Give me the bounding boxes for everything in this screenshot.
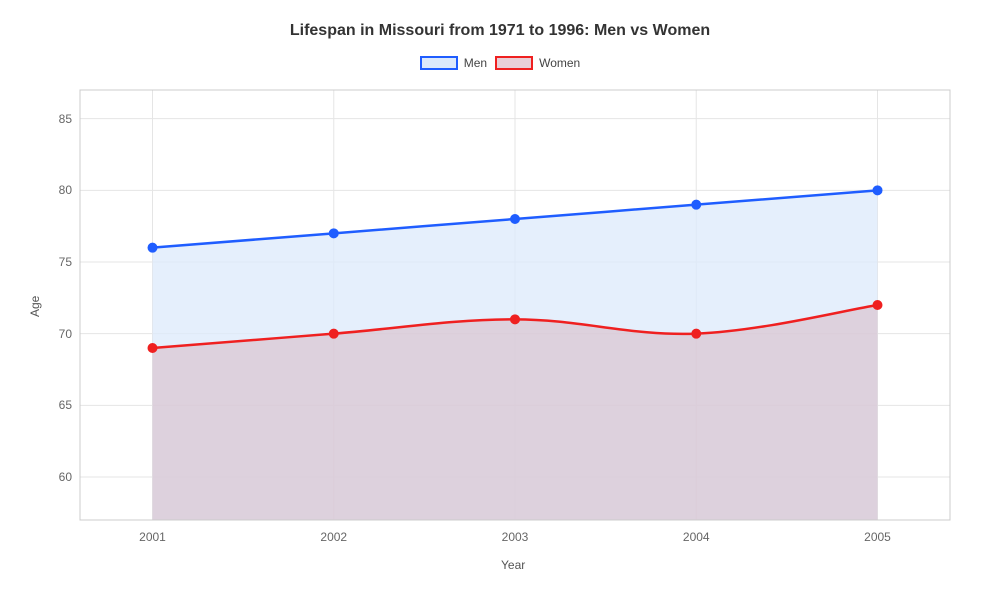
xtick-label: 2001	[139, 530, 166, 544]
marker-men	[692, 201, 700, 209]
lifespan-chart: Lifespan in Missouri from 1971 to 1996: …	[0, 0, 1000, 600]
marker-women	[692, 330, 700, 338]
marker-men	[330, 229, 338, 237]
y-axis-label: Age	[28, 296, 42, 317]
marker-men	[511, 215, 519, 223]
marker-men	[149, 244, 157, 252]
xtick-label: 2004	[683, 530, 710, 544]
xtick-label: 2002	[320, 530, 347, 544]
plot-svg	[0, 0, 1000, 600]
marker-women	[874, 301, 882, 309]
ytick-label: 70	[46, 327, 72, 341]
marker-men	[874, 186, 882, 194]
marker-women	[511, 315, 519, 323]
marker-women	[330, 330, 338, 338]
ytick-label: 60	[46, 470, 72, 484]
ytick-label: 75	[46, 255, 72, 269]
xtick-label: 2005	[864, 530, 891, 544]
x-axis-label: Year	[501, 558, 525, 572]
ytick-label: 65	[46, 398, 72, 412]
marker-women	[149, 344, 157, 352]
xtick-label: 2003	[502, 530, 529, 544]
ytick-label: 80	[46, 183, 72, 197]
ytick-label: 85	[46, 112, 72, 126]
